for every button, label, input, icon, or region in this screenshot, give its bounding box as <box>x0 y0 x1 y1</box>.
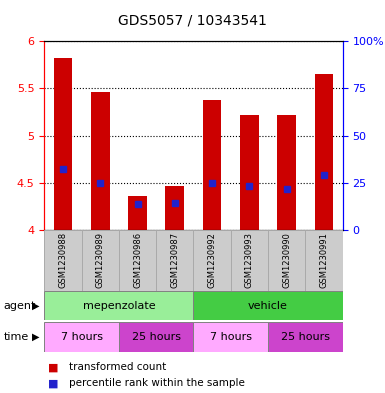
Bar <box>203 100 221 230</box>
Text: mepenzolate: mepenzolate <box>82 301 155 310</box>
Bar <box>240 115 259 230</box>
Bar <box>194 322 268 352</box>
Bar <box>166 185 184 230</box>
Bar <box>156 230 194 291</box>
Text: ■: ■ <box>48 362 59 373</box>
Text: GSM1230986: GSM1230986 <box>133 232 142 288</box>
Text: transformed count: transformed count <box>69 362 167 373</box>
Text: GSM1230989: GSM1230989 <box>96 232 105 288</box>
Bar <box>194 230 231 291</box>
Bar <box>194 291 343 320</box>
Text: 25 hours: 25 hours <box>132 332 181 342</box>
Bar <box>268 230 305 291</box>
Text: ▶: ▶ <box>32 301 40 310</box>
Text: percentile rank within the sample: percentile rank within the sample <box>69 378 245 388</box>
Text: GSM1230993: GSM1230993 <box>245 232 254 288</box>
Bar <box>91 92 110 230</box>
Text: ▶: ▶ <box>32 332 40 342</box>
Text: GSM1230992: GSM1230992 <box>208 232 217 288</box>
Bar <box>54 58 72 230</box>
Bar <box>128 196 147 230</box>
Text: 7 hours: 7 hours <box>210 332 252 342</box>
Text: GSM1230987: GSM1230987 <box>170 232 179 288</box>
Bar <box>44 230 82 291</box>
Bar <box>119 322 194 352</box>
Bar <box>44 291 194 320</box>
Text: 7 hours: 7 hours <box>60 332 102 342</box>
Bar <box>268 322 343 352</box>
Text: GSM1230990: GSM1230990 <box>282 232 291 288</box>
Bar <box>231 230 268 291</box>
Bar <box>44 322 119 352</box>
Bar <box>315 74 333 230</box>
Bar <box>119 230 156 291</box>
Text: GDS5057 / 10343541: GDS5057 / 10343541 <box>118 14 267 28</box>
Text: GSM1230988: GSM1230988 <box>59 232 67 288</box>
Bar <box>82 230 119 291</box>
Text: 25 hours: 25 hours <box>281 332 330 342</box>
Bar <box>277 115 296 230</box>
Text: agent: agent <box>4 301 36 310</box>
Text: GSM1230991: GSM1230991 <box>320 232 328 288</box>
Text: ■: ■ <box>48 378 59 388</box>
Bar <box>305 230 343 291</box>
Text: time: time <box>4 332 29 342</box>
Text: vehicle: vehicle <box>248 301 288 310</box>
